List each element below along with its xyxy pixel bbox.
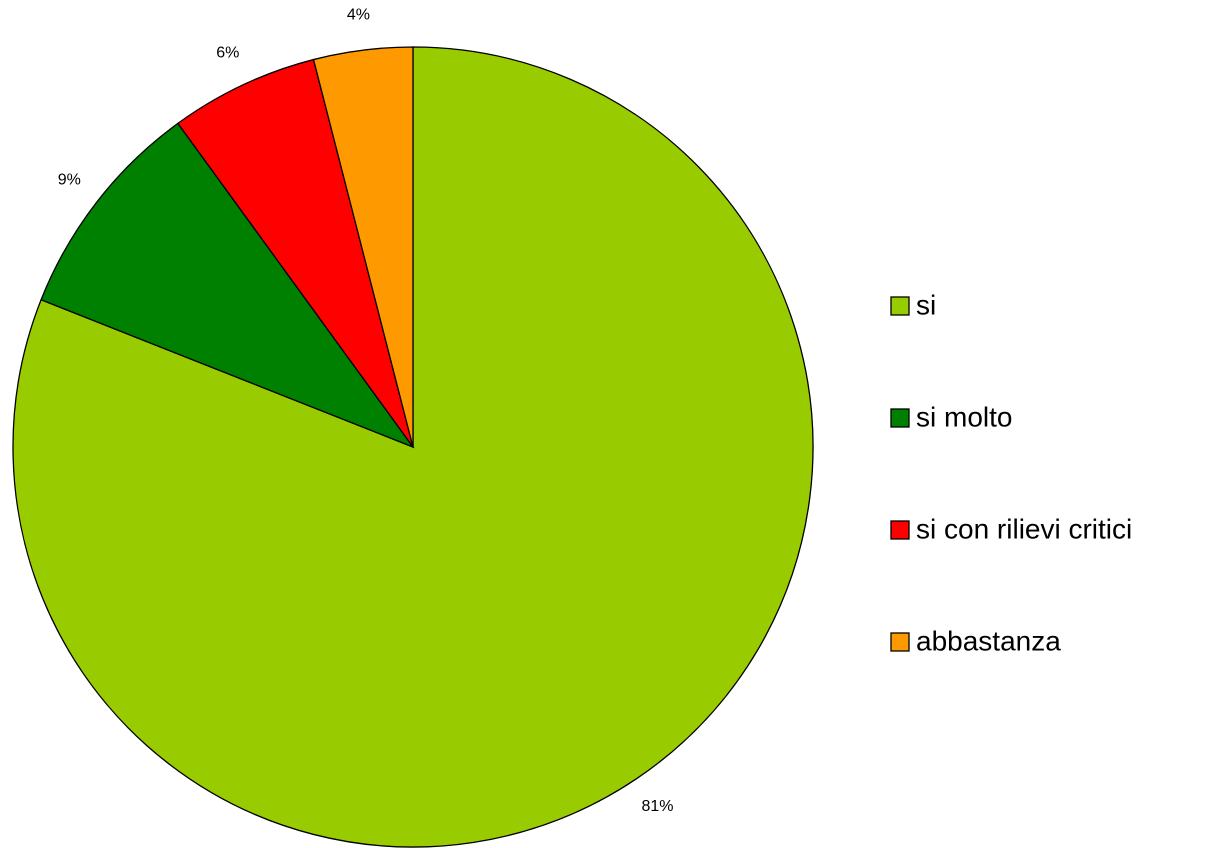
legend-swatch (890, 296, 910, 316)
legend-label: abbastanza (916, 625, 1061, 656)
data-label: 81% (641, 798, 673, 815)
data-label: 4% (347, 7, 370, 24)
pie-slice (312, 46, 414, 448)
legend-label: si con rilievi critici (916, 513, 1132, 544)
legend-label: si molto (916, 401, 1012, 432)
pie-slice (176, 58, 414, 448)
legend-swatch (890, 408, 910, 428)
legend-label: si (916, 289, 936, 320)
legend-swatch (890, 632, 910, 652)
legend-swatch (890, 520, 910, 540)
pie-slice (40, 122, 415, 449)
data-label: 6% (216, 45, 239, 62)
data-label: 9% (58, 172, 81, 189)
